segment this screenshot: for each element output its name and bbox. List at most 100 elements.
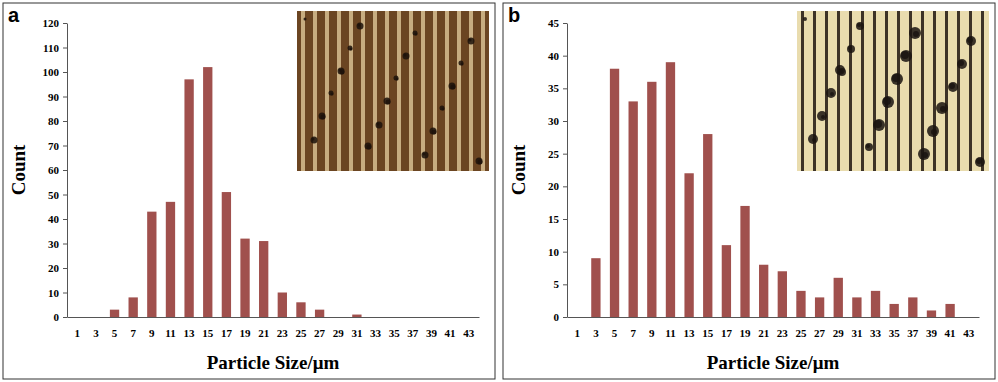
- y-tick: 20: [48, 262, 67, 274]
- x-tick-label: 25: [795, 327, 807, 339]
- y-tick-label: 30: [48, 238, 60, 250]
- x-tick: 41: [445, 317, 456, 339]
- inset-stripe: [861, 11, 864, 171]
- x-tick-label: 23: [277, 327, 289, 339]
- x-tick-label: 11: [665, 327, 675, 339]
- inset-particle: [892, 74, 900, 82]
- y-tick-label: 110: [43, 42, 59, 54]
- y-tick-label: 100: [43, 66, 60, 78]
- bar: [110, 310, 119, 317]
- inset-particle: [966, 36, 976, 46]
- inset-stripe: [849, 11, 852, 171]
- y-tick-mark: [563, 317, 567, 318]
- y-tick-mark: [563, 219, 567, 220]
- inset-particle: [948, 82, 958, 92]
- x-tick-label: 37: [407, 327, 419, 339]
- inset-particle: [413, 31, 418, 36]
- inset-particle: [957, 59, 967, 69]
- inset-stripe: [421, 11, 425, 171]
- x-tick: 15: [702, 317, 714, 339]
- inset-particle: [882, 96, 894, 108]
- x-tick: 7: [630, 317, 636, 339]
- x-tick: 21: [258, 317, 269, 339]
- bars: [110, 67, 362, 317]
- y-tick-mark: [563, 252, 567, 253]
- x-tick-label: 13: [184, 327, 196, 339]
- inset-particle: [319, 113, 326, 120]
- x-tick-label: 7: [630, 327, 636, 339]
- x-tick-label: 19: [240, 327, 252, 339]
- x-tick-label: 39: [426, 327, 438, 339]
- inset-stripe: [957, 11, 960, 171]
- x-tick-label: 25: [295, 327, 307, 339]
- y-tick-mark: [63, 72, 67, 73]
- inset-particle: [358, 24, 361, 27]
- y-tick-mark: [63, 48, 67, 49]
- x-tick-label: 29: [333, 327, 345, 339]
- y-tick-mark: [563, 88, 567, 89]
- x-tick: 37: [907, 317, 919, 339]
- y-tick-label: 20: [48, 262, 60, 274]
- y-tick-mark: [63, 293, 67, 294]
- bar: [871, 291, 880, 317]
- y-axis-line: [67, 24, 68, 318]
- y-tick-mark: [63, 219, 67, 220]
- inset-stripe: [933, 11, 936, 171]
- x-tick: 11: [665, 317, 675, 339]
- panel-letter: a: [8, 4, 20, 26]
- x-tick-label: 27: [814, 327, 826, 339]
- inset-stripe: [433, 11, 437, 171]
- inset-particle: [338, 68, 345, 75]
- y-tick-mark: [63, 97, 67, 98]
- x-tick: 23: [777, 317, 789, 339]
- y-tick-label: 10: [548, 246, 560, 258]
- bar: [666, 62, 675, 317]
- inset-particle: [377, 123, 380, 126]
- inset-stripe: [837, 11, 840, 171]
- x-tick: 25: [795, 317, 807, 339]
- bar: [647, 82, 656, 317]
- inset-stripe: [969, 11, 972, 171]
- bar: [73, 317, 82, 318]
- inset-particle: [339, 69, 342, 72]
- x-tick-label: 3: [593, 327, 599, 339]
- x-tick: 19: [240, 317, 252, 339]
- inset-particle: [866, 144, 870, 148]
- bar: [166, 202, 175, 317]
- inset-particle: [803, 17, 807, 21]
- y-tick-label: 30: [548, 115, 560, 127]
- x-tick-label: 9: [149, 327, 155, 339]
- x-tick: 3: [593, 317, 599, 339]
- y-tick-label: 90: [48, 91, 60, 103]
- x-tick-label: 1: [575, 327, 581, 339]
- x-tick-label: 37: [907, 327, 919, 339]
- x-tick: 27: [314, 317, 326, 339]
- y-tick-label: 0: [54, 311, 60, 323]
- x-tick: 5: [612, 317, 618, 339]
- inset-particle: [311, 137, 318, 144]
- inset-stripe: [457, 11, 461, 171]
- bar: [91, 317, 100, 318]
- inset-particle: [976, 158, 982, 164]
- inset-particle: [449, 83, 456, 90]
- inset-particle: [384, 98, 391, 105]
- inset-stripe: [409, 11, 413, 171]
- y-tick-mark: [63, 244, 67, 245]
- y-axis-line: [567, 24, 568, 318]
- x-tick: 35: [889, 317, 901, 339]
- y-axis-title: Count: [8, 144, 29, 195]
- panel: 0102030405060708090100110120135791113151…: [3, 3, 495, 379]
- y-tick: 45: [548, 17, 567, 29]
- y-tick-mark: [563, 121, 567, 122]
- y-tick: 15: [548, 213, 567, 225]
- x-tick-label: 33: [870, 327, 882, 339]
- inset-particle: [873, 119, 885, 131]
- inset-background: [297, 11, 489, 171]
- inset-particle: [348, 46, 353, 51]
- y-tick: 100: [43, 66, 68, 78]
- x-tick-label: 21: [258, 327, 269, 339]
- bar: [334, 317, 343, 318]
- bar: [722, 245, 731, 317]
- y-tick: 0: [54, 311, 68, 323]
- bar: [464, 317, 473, 318]
